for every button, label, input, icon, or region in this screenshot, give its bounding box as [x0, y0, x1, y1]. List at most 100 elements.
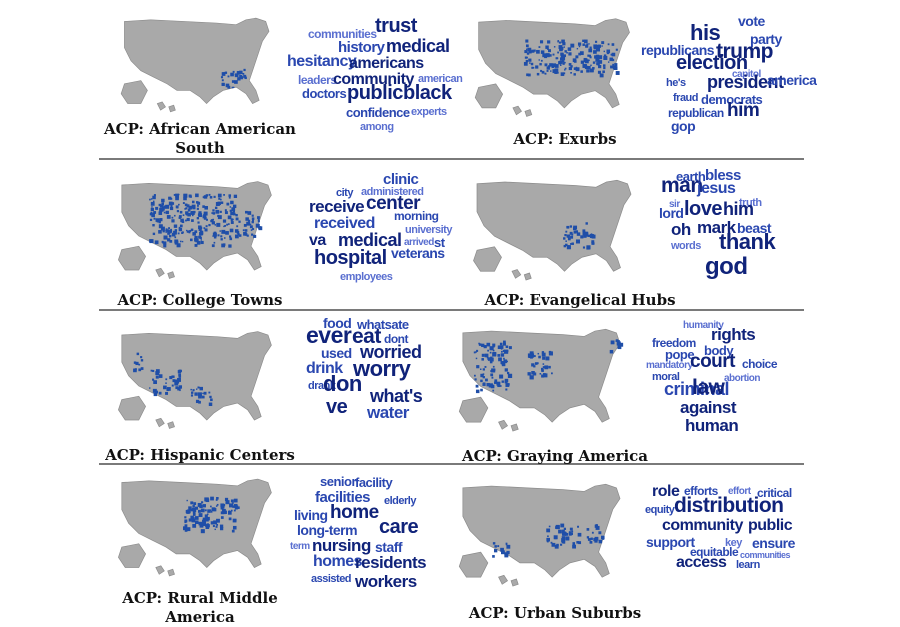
county-highlight: [571, 242, 574, 245]
county-highlight: [150, 207, 154, 212]
county-highlight: [221, 79, 224, 82]
county-highlight: [153, 380, 158, 384]
panel-caption: ACP: Evangelical Hubs: [484, 291, 676, 309]
county-highlight: [583, 39, 588, 44]
cloud-word: care: [379, 516, 419, 538]
county-highlight: [569, 231, 573, 235]
county-highlight: [556, 71, 559, 74]
county-highlight: [578, 52, 581, 56]
cloud-word: what's: [370, 386, 423, 406]
county-highlight: [175, 379, 180, 384]
county-highlight: [559, 60, 563, 64]
county-highlight: [484, 353, 489, 358]
county-highlight: [220, 516, 224, 519]
hawaii-shape: [155, 565, 175, 577]
county-highlight: [188, 205, 193, 210]
county-highlight: [210, 398, 213, 402]
county-highlight: [161, 202, 164, 206]
county-highlight: [191, 507, 196, 511]
county-highlight: [233, 503, 238, 508]
county-highlight: [552, 63, 557, 68]
county-highlight: [547, 535, 549, 538]
county-highlight: [228, 244, 232, 248]
county-highlight: [537, 352, 540, 355]
cloud-word: lord: [659, 205, 684, 221]
county-highlight: [217, 193, 222, 198]
panel-caption: ACP: Graying America: [461, 447, 649, 465]
county-highlight: [153, 392, 158, 397]
hawaii-shape: [155, 417, 175, 429]
county-highlight: [562, 540, 566, 544]
county-highlight: [152, 223, 155, 227]
county-highlight: [204, 517, 209, 522]
county-highlight: [190, 394, 194, 397]
county-highlight: [490, 356, 493, 359]
county-highlight: [539, 63, 542, 66]
county-highlight: [592, 67, 595, 70]
county-highlight: [190, 515, 194, 520]
county-highlight: [200, 508, 205, 513]
cloud-word: facility: [355, 475, 393, 490]
county-highlight: [165, 229, 167, 232]
county-highlight: [163, 235, 168, 240]
cloud-word: equity: [645, 504, 675, 516]
county-highlight: [526, 52, 530, 55]
county-highlight: [154, 240, 159, 245]
county-highlight: [533, 365, 536, 368]
cloud-word: party: [750, 31, 782, 47]
county-highlight: [502, 342, 506, 346]
county-highlight: [153, 211, 157, 214]
county-highlight: [564, 61, 566, 64]
county-highlight: [175, 386, 179, 390]
county-highlight: [197, 392, 202, 397]
county-highlight: [184, 203, 188, 207]
county-highlight: [197, 502, 202, 507]
county-highlight: [542, 366, 545, 369]
county-highlight: [231, 80, 235, 83]
county-highlight: [564, 50, 567, 53]
county-highlight: [484, 365, 487, 368]
county-highlight: [258, 226, 263, 231]
county-highlight: [540, 50, 545, 54]
cloud-word: efforts: [684, 484, 718, 498]
county-highlight: [197, 201, 201, 205]
county-highlight: [539, 373, 542, 375]
county-highlight: [200, 240, 204, 245]
county-highlight: [489, 351, 492, 354]
county-highlight: [538, 46, 541, 48]
county-highlight: [234, 73, 237, 75]
county-highlight: [220, 511, 224, 515]
county-highlight: [527, 353, 533, 358]
cloud-word: role: [652, 483, 680, 500]
county-highlight: [225, 83, 230, 88]
cloud-word: senior: [320, 474, 357, 489]
county-highlight: [590, 64, 592, 67]
county-highlight: [536, 72, 540, 76]
county-highlight: [157, 219, 161, 223]
county-highlight: [565, 230, 568, 233]
county-highlight: [526, 73, 529, 77]
county-highlight: [492, 365, 495, 368]
county-highlight: [161, 198, 165, 203]
county-highlight: [231, 201, 234, 204]
county-highlight: [228, 194, 232, 197]
county-highlight: [190, 501, 194, 505]
county-highlight: [194, 243, 198, 247]
cloud-word: president: [707, 72, 784, 92]
county-highlight: [173, 214, 176, 217]
county-highlight: [135, 361, 139, 366]
county-highlight: [155, 369, 160, 373]
county-highlight: [570, 243, 572, 245]
county-highlight: [203, 213, 207, 218]
county-highlight: [554, 64, 559, 68]
county-highlight: [178, 216, 181, 219]
county-highlight: [560, 52, 564, 56]
county-highlight: [560, 543, 563, 546]
county-highlight: [529, 62, 531, 64]
county-highlight: [503, 340, 506, 344]
county-highlight: [594, 55, 598, 59]
hawaii-shape: [155, 267, 175, 279]
county-highlight: [189, 229, 192, 233]
county-highlight: [183, 194, 186, 197]
county-highlight: [474, 378, 477, 381]
